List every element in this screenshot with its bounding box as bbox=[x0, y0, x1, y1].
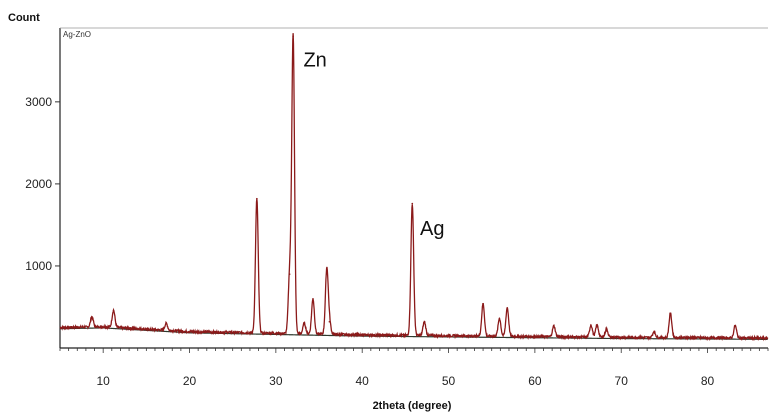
x-tick-label: 30 bbox=[269, 374, 283, 388]
y-tick-label: 3000 bbox=[25, 95, 52, 109]
peak-point bbox=[312, 297, 314, 300]
peak-point bbox=[325, 268, 328, 271]
peak-point bbox=[256, 197, 258, 200]
x-tick-label: 80 bbox=[701, 374, 715, 388]
peak-annotation: Zn bbox=[303, 50, 326, 72]
y-axis-title: Count bbox=[8, 12, 40, 24]
peak-point bbox=[423, 320, 426, 323]
peak-point bbox=[482, 302, 484, 305]
peak-point bbox=[669, 312, 672, 315]
x-ticks: 10 20 30 40 50 60 70 80 bbox=[59, 348, 769, 388]
peak-point bbox=[292, 35, 294, 38]
x-tick-label: 70 bbox=[615, 374, 629, 388]
x-axis-title: 2theta (degree) bbox=[373, 400, 452, 412]
peak-point bbox=[411, 202, 414, 205]
peak-point bbox=[91, 316, 93, 318]
peak-point bbox=[498, 317, 501, 320]
legend-label: Ag-ZnO bbox=[63, 30, 91, 39]
peak-point bbox=[596, 324, 598, 326]
peak-point bbox=[112, 309, 115, 312]
peak-point bbox=[288, 273, 291, 275]
peak-point bbox=[328, 320, 331, 323]
peak-point bbox=[553, 325, 555, 327]
peak-point bbox=[590, 324, 592, 326]
y-tick-label: 2000 bbox=[25, 177, 52, 191]
peak-point bbox=[734, 325, 736, 327]
y-tick-label: 1000 bbox=[25, 259, 52, 273]
x-tick-label: 40 bbox=[356, 374, 370, 388]
x-tick-label: 20 bbox=[183, 374, 197, 388]
annotations-group: Zn Ag bbox=[303, 50, 444, 240]
series-group bbox=[59, 33, 769, 342]
peak-point bbox=[303, 322, 306, 325]
peak-point bbox=[653, 330, 655, 333]
peak-annotation: Ag bbox=[420, 218, 444, 240]
y-ticks: 1000 2000 3000 bbox=[25, 95, 60, 273]
peak-point bbox=[506, 306, 509, 309]
peak-point bbox=[605, 328, 608, 330]
x-tick-label: 50 bbox=[442, 374, 456, 388]
x-tick-label: 60 bbox=[528, 374, 542, 388]
x-tick-label: 10 bbox=[96, 374, 110, 388]
xrd-series-line bbox=[59, 33, 769, 342]
peak-point bbox=[165, 322, 167, 325]
